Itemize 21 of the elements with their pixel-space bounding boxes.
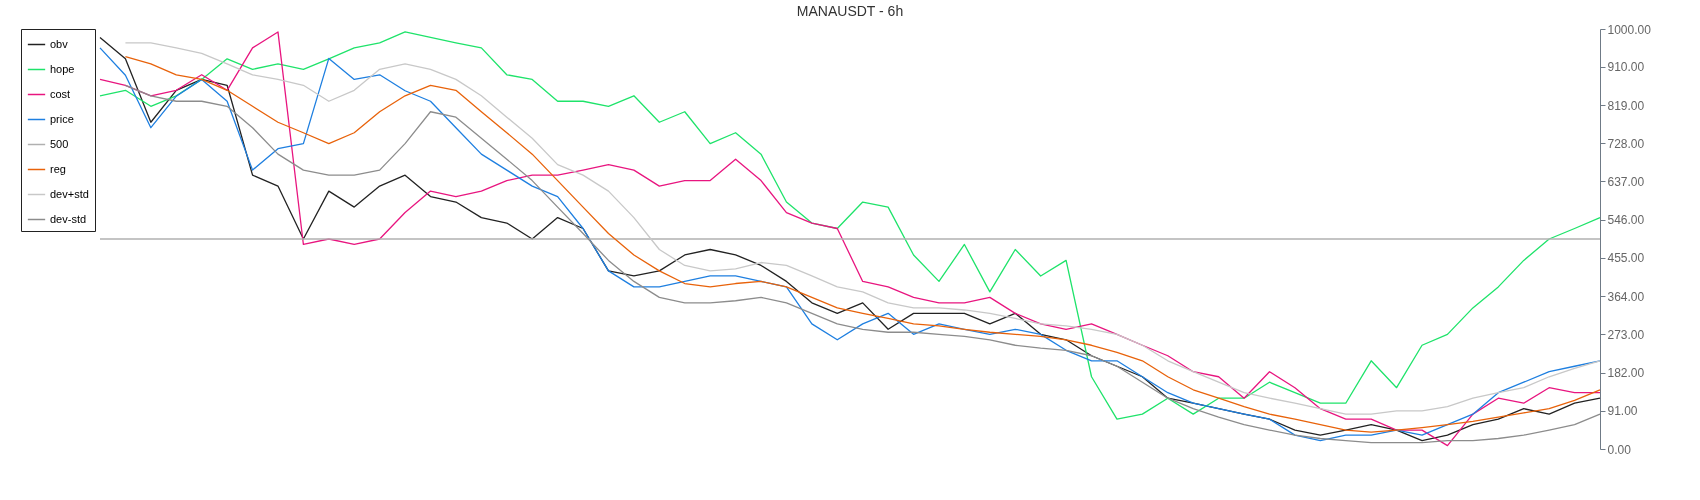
legend-label: 500	[50, 137, 69, 150]
y-tick-label: 182.00	[1607, 366, 1645, 381]
y-tick-label: 728.00	[1607, 136, 1645, 151]
legend-label: price	[50, 112, 74, 125]
chart-title: MANAUSDT - 6h	[796, 3, 904, 19]
y-tick-label: 546.00	[1607, 213, 1645, 228]
y-tick-label: 0.00	[1607, 442, 1632, 457]
legend-label: reg	[50, 162, 66, 175]
y-tick-label: 364.00	[1607, 289, 1645, 304]
y-tick-label: 910.00	[1607, 60, 1645, 75]
legend-label: obv	[50, 37, 69, 50]
legend-label: dev-std	[50, 212, 87, 225]
y-tick-label: 455.00	[1607, 251, 1645, 266]
legend-label: dev+std	[50, 187, 89, 200]
y-tick-label: 637.00	[1607, 174, 1645, 189]
legend-label: cost	[50, 87, 71, 100]
y-tick-label: 273.00	[1607, 327, 1645, 342]
y-tick-label: 819.00	[1607, 98, 1645, 113]
legend-label: hope	[50, 62, 75, 75]
y-tick-label: 91.00	[1607, 404, 1638, 419]
y-tick-label: 1000.00	[1607, 22, 1652, 37]
